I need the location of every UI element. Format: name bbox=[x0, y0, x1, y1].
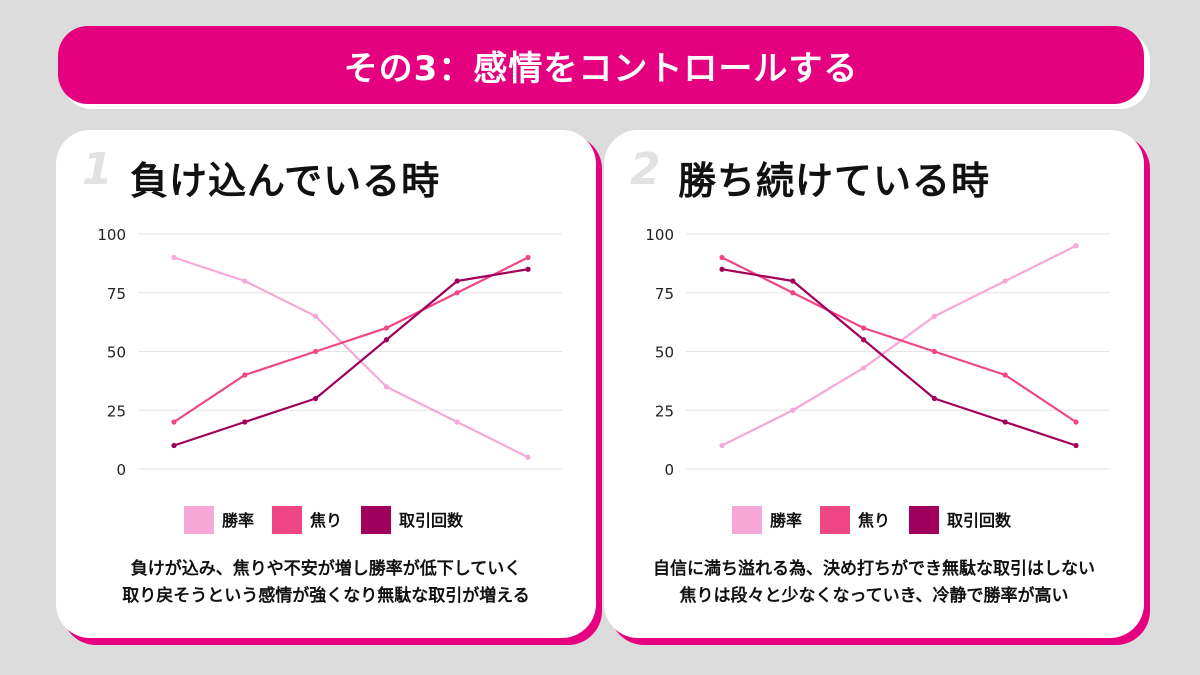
data-point bbox=[1073, 243, 1079, 249]
data-point bbox=[383, 325, 389, 331]
panel-number: 1 bbox=[82, 144, 113, 195]
data-point bbox=[719, 442, 725, 449]
data-point bbox=[790, 278, 796, 284]
legend-label: 焦り bbox=[857, 511, 890, 530]
data-point bbox=[454, 419, 460, 425]
data-point bbox=[931, 395, 937, 402]
y-tick-label: 0 bbox=[116, 461, 126, 479]
legend-label: 取引回数 bbox=[399, 511, 464, 530]
data-point bbox=[242, 372, 248, 378]
data-point bbox=[383, 337, 389, 343]
y-tick-label: 100 bbox=[645, 226, 674, 244]
legend-swatch bbox=[272, 506, 302, 534]
panel-number: 2 bbox=[630, 144, 661, 195]
data-point bbox=[1002, 419, 1008, 425]
panel-description: 自信に満ち溢れる為、決め打ちができ無駄な取引はしない 焦りは段々と少なくなってい… bbox=[604, 556, 1144, 610]
series-line bbox=[173, 256, 529, 423]
panel-title: 負け込んでいる時 bbox=[130, 159, 441, 203]
data-point bbox=[454, 290, 460, 296]
description-line: 焦りは段々と少なくなっていき、冷静で勝率が高い bbox=[679, 586, 1069, 606]
legend-label: 勝率 bbox=[222, 511, 254, 530]
y-tick-label: 25 bbox=[107, 402, 126, 420]
description-line: 自信に満ち溢れる為、決め打ちができ無駄な取引はしない bbox=[653, 559, 1095, 579]
y-tick-label: 0 bbox=[664, 461, 674, 479]
panel-description: 負けが込み、焦りや不安が増し勝率が低下していく 取り戻そうという感情が強くなり無… bbox=[56, 556, 596, 610]
data-point bbox=[861, 365, 867, 371]
data-point bbox=[790, 290, 796, 296]
description-line: 取り戻そうという感情が強くなり無駄な取引が増える bbox=[122, 586, 530, 606]
y-tick-label: 100 bbox=[97, 226, 126, 244]
data-point bbox=[171, 442, 177, 449]
legend-label: 勝率 bbox=[770, 511, 802, 530]
y-tick-label: 50 bbox=[655, 344, 674, 362]
data-point bbox=[242, 419, 248, 425]
data-point bbox=[313, 313, 319, 319]
data-point bbox=[525, 454, 531, 460]
legend-swatch bbox=[184, 506, 214, 534]
legend-swatch bbox=[732, 506, 762, 534]
data-point bbox=[719, 254, 725, 261]
legend-label: 取引回数 bbox=[947, 511, 1012, 530]
data-point bbox=[931, 348, 937, 355]
data-point bbox=[454, 278, 460, 284]
data-point bbox=[313, 395, 319, 402]
data-point bbox=[931, 313, 937, 319]
data-point bbox=[861, 337, 867, 343]
legend-swatch bbox=[361, 506, 391, 534]
data-point bbox=[1073, 419, 1079, 425]
series-line bbox=[721, 244, 1077, 447]
data-point bbox=[861, 325, 867, 331]
data-point bbox=[719, 266, 725, 272]
line-chart: 0 25 50 75 100 勝率 焦り 取引回数 bbox=[97, 226, 562, 534]
series-line bbox=[173, 256, 529, 459]
legend-swatch bbox=[820, 506, 850, 534]
panel-title: 勝ち続けている時 bbox=[678, 159, 991, 203]
banner-title: その3：感情をコントロールする bbox=[58, 26, 1144, 104]
y-tick-label: 75 bbox=[107, 285, 126, 303]
series-line bbox=[721, 256, 1077, 423]
description-line: 負けが込み、焦りや不安が増し勝率が低下していく bbox=[130, 559, 522, 579]
data-point bbox=[242, 278, 248, 284]
data-point bbox=[171, 254, 177, 261]
data-point bbox=[790, 407, 796, 413]
y-tick-label: 25 bbox=[655, 402, 674, 420]
series-line bbox=[721, 268, 1077, 447]
data-point bbox=[525, 266, 531, 272]
data-point bbox=[525, 254, 531, 261]
data-point bbox=[383, 384, 389, 390]
data-point bbox=[1002, 278, 1008, 284]
legend-label: 焦り bbox=[309, 511, 342, 530]
data-point bbox=[1073, 442, 1079, 449]
y-tick-label: 75 bbox=[655, 285, 674, 303]
series-line bbox=[173, 268, 529, 447]
panel-winning: 2 勝ち続けている時 0 25 50 75 100 勝率 焦り 取引回数 自信に満ち溢れる為、… bbox=[604, 130, 1144, 638]
y-tick-label: 50 bbox=[107, 344, 126, 362]
panel-losing: 1 負け込んでいる時 0 25 50 75 100 勝率 焦り 取引回数 負けが込み、焦りや不… bbox=[56, 130, 596, 638]
line-chart: 0 25 50 75 100 勝率 焦り 取引回数 bbox=[645, 226, 1110, 534]
data-point bbox=[1002, 372, 1008, 378]
data-point bbox=[171, 419, 177, 425]
data-point bbox=[313, 348, 319, 355]
legend-swatch bbox=[909, 506, 939, 534]
